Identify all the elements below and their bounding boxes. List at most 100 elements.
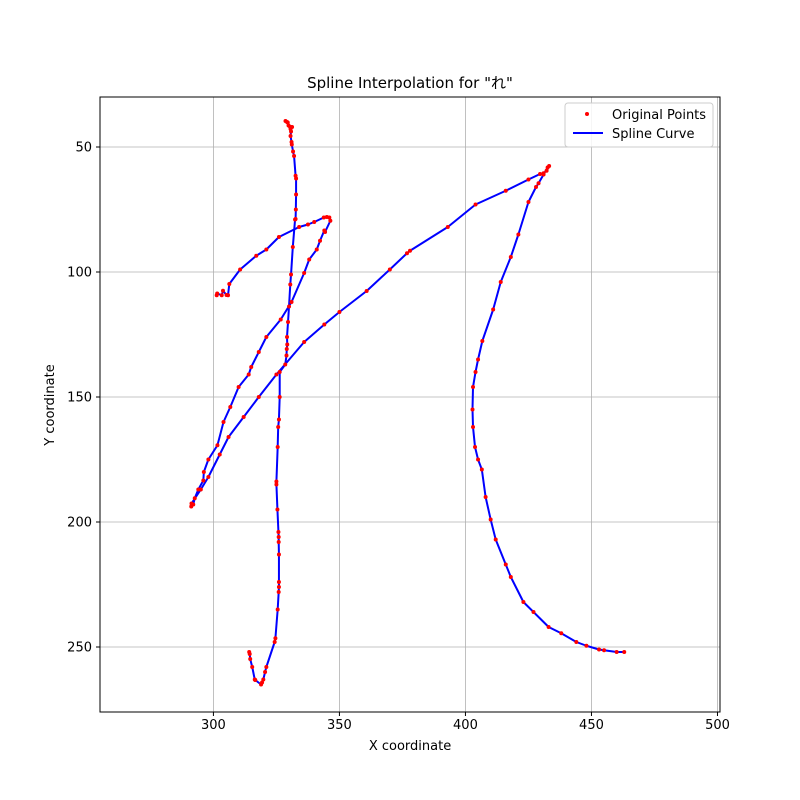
original-point	[470, 407, 475, 412]
y-tick-label: 100	[67, 266, 92, 281]
original-point	[294, 192, 299, 197]
y-tick-label: 50	[75, 141, 92, 156]
original-point	[387, 267, 392, 272]
original-point	[302, 340, 307, 344]
original-point	[289, 300, 294, 304]
original-point	[614, 650, 619, 654]
original-point	[189, 504, 194, 509]
original-point	[189, 501, 194, 506]
original-point	[293, 207, 298, 212]
original-point	[503, 188, 508, 193]
original-point	[479, 467, 484, 472]
original-point	[215, 291, 220, 296]
original-point	[297, 225, 302, 229]
original-point	[473, 445, 478, 449]
legend-box	[564, 102, 714, 148]
original-point	[276, 535, 281, 539]
original-point	[236, 385, 241, 389]
original-point	[276, 425, 281, 429]
original-point	[321, 215, 326, 220]
original-point	[276, 552, 281, 557]
original-point	[276, 417, 281, 422]
original-point	[201, 470, 206, 474]
original-point	[521, 600, 526, 604]
original-point	[276, 540, 281, 544]
y-axis-label: Y coordinate	[43, 364, 58, 446]
original-point	[291, 149, 296, 154]
original-point	[276, 590, 281, 594]
original-point	[217, 452, 222, 457]
original-point	[288, 282, 293, 287]
original-point	[531, 610, 536, 614]
original-point	[249, 365, 254, 369]
original-point	[241, 415, 246, 419]
original-point	[508, 575, 513, 579]
original-point	[312, 220, 317, 224]
y-tick-label: 150	[67, 391, 92, 406]
original-point	[559, 631, 564, 636]
original-point	[287, 304, 292, 309]
original-point	[247, 650, 252, 654]
original-point	[327, 215, 332, 220]
original-point	[322, 322, 327, 327]
original-point	[284, 353, 289, 358]
original-point	[483, 495, 488, 499]
original-point	[289, 129, 294, 134]
original-point	[480, 339, 485, 343]
x-tick-label: 500	[705, 718, 730, 733]
axis-ticks: 300 350 400 450 500 50 100 150 200 250	[67, 141, 730, 734]
original-point	[364, 289, 369, 293]
original-point	[283, 362, 288, 367]
original-point	[276, 580, 281, 584]
chart-title: Spline Interpolation for "れ"	[307, 74, 513, 92]
original-point	[293, 217, 298, 222]
original-point	[289, 142, 294, 147]
original-point	[226, 293, 231, 298]
original-point	[289, 272, 294, 277]
original-point	[284, 347, 289, 351]
original-point	[254, 253, 259, 258]
original-point	[493, 537, 498, 542]
x-axis-label: X coordinate	[369, 739, 451, 754]
plot-frame	[99, 96, 721, 713]
original-point	[264, 665, 269, 669]
grid	[100, 97, 720, 712]
original-point	[276, 585, 281, 589]
original-point	[322, 228, 327, 233]
original-point	[491, 307, 496, 312]
original-point	[274, 482, 279, 487]
original-point	[574, 640, 579, 644]
original-point	[276, 235, 281, 239]
original-point	[445, 225, 450, 229]
original-point	[292, 154, 297, 158]
x-tick-label: 350	[327, 718, 352, 733]
original-point	[277, 370, 282, 374]
original-point	[597, 647, 602, 652]
original-point	[228, 405, 233, 409]
original-point	[408, 248, 412, 253]
x-tick-label: 300	[201, 718, 226, 733]
original-point	[307, 257, 312, 262]
original-point	[471, 425, 476, 429]
original-point	[256, 395, 261, 399]
original-point	[261, 677, 266, 682]
original-point	[471, 385, 476, 389]
original-point	[337, 310, 342, 314]
original-point	[286, 320, 291, 324]
original-point	[277, 395, 282, 399]
y-tick-label: 200	[67, 516, 92, 531]
original-point	[256, 350, 261, 354]
original-point	[473, 370, 478, 374]
legend-label-spline-curve: Spline Curve	[612, 127, 694, 142]
original-point	[526, 177, 531, 182]
original-point	[285, 335, 290, 339]
original-point	[498, 280, 503, 284]
original-point	[584, 643, 589, 648]
original-point	[278, 317, 283, 322]
original-point	[248, 657, 253, 661]
original-point	[328, 218, 333, 223]
original-point	[192, 496, 197, 501]
x-tick-label: 400	[453, 718, 478, 733]
original-point	[546, 625, 551, 629]
original-point	[215, 443, 220, 448]
